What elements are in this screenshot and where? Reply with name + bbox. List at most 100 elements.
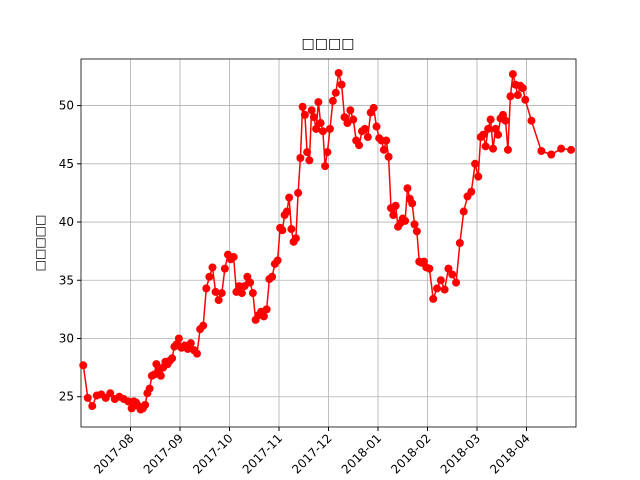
x-tick-label: 2017-10 bbox=[190, 431, 235, 476]
data-point bbox=[506, 92, 515, 101]
data-point bbox=[328, 96, 337, 105]
data-point bbox=[202, 284, 211, 293]
data-point bbox=[343, 119, 352, 128]
data-point bbox=[494, 130, 503, 139]
data-point bbox=[440, 285, 449, 294]
x-tick-label: 2018-01 bbox=[339, 431, 384, 476]
data-point bbox=[305, 156, 314, 165]
chart-title: □□□□ bbox=[302, 36, 355, 52]
data-point bbox=[285, 193, 294, 202]
data-point bbox=[106, 389, 115, 398]
data-point bbox=[410, 220, 419, 229]
data-point bbox=[309, 113, 318, 122]
data-point bbox=[433, 284, 442, 293]
data-point bbox=[408, 199, 417, 208]
y-axis-label: □□□□□ bbox=[33, 215, 47, 272]
data-point bbox=[501, 116, 510, 125]
data-point bbox=[486, 115, 495, 124]
data-point bbox=[259, 312, 268, 321]
data-point bbox=[401, 216, 410, 225]
x-tick-label: 2018-02 bbox=[388, 431, 433, 476]
data-point bbox=[355, 141, 364, 150]
x-tick-label: 2017-08 bbox=[91, 431, 136, 476]
data-point bbox=[436, 276, 445, 285]
data-point bbox=[325, 124, 334, 133]
data-point bbox=[481, 142, 490, 151]
data-point bbox=[168, 354, 177, 363]
x-tick-label: 2017-09 bbox=[141, 431, 186, 476]
data-point bbox=[471, 159, 480, 168]
data-point bbox=[291, 234, 300, 243]
data-point bbox=[124, 397, 133, 406]
data-point bbox=[521, 95, 530, 104]
data-point bbox=[298, 102, 307, 111]
data-point bbox=[235, 282, 244, 291]
data-point bbox=[455, 239, 464, 247]
data-line bbox=[82, 72, 572, 411]
data-point bbox=[145, 384, 154, 393]
data-point bbox=[321, 162, 330, 171]
data-point bbox=[474, 172, 483, 181]
data-point bbox=[273, 256, 282, 265]
y-tick-label: 25 bbox=[59, 390, 74, 404]
y-tick-label: 40 bbox=[59, 215, 74, 229]
data-point bbox=[205, 272, 214, 281]
data-point bbox=[294, 188, 303, 197]
data-point bbox=[220, 264, 229, 273]
data-point bbox=[199, 321, 208, 330]
x-tick-label: 2018-04 bbox=[487, 431, 532, 476]
data-point bbox=[268, 272, 277, 281]
data-point bbox=[141, 400, 150, 409]
data-point bbox=[547, 150, 556, 159]
data-point bbox=[214, 296, 223, 305]
data-point bbox=[467, 187, 476, 196]
data-point bbox=[246, 278, 255, 287]
data-point bbox=[363, 133, 372, 142]
data-point bbox=[452, 278, 461, 287]
data-point bbox=[300, 110, 309, 119]
data-point bbox=[248, 289, 257, 298]
data-point bbox=[503, 145, 512, 154]
data-point bbox=[389, 211, 398, 220]
y-tick-label: 50 bbox=[59, 99, 74, 113]
data-point bbox=[484, 124, 493, 133]
data-point bbox=[79, 361, 88, 370]
data-point bbox=[349, 115, 358, 124]
data-point bbox=[217, 289, 226, 298]
data-point bbox=[237, 289, 246, 298]
data-point bbox=[382, 136, 391, 145]
data-point bbox=[127, 404, 136, 413]
plot-frame bbox=[80, 58, 577, 428]
y-tick-label: 45 bbox=[59, 157, 74, 171]
data-point bbox=[278, 226, 287, 235]
data-point bbox=[193, 349, 202, 358]
data-point bbox=[211, 287, 220, 296]
data-point bbox=[316, 119, 325, 128]
data-point bbox=[557, 144, 566, 153]
data-point bbox=[425, 264, 434, 273]
data-point bbox=[287, 225, 296, 234]
data-point bbox=[88, 402, 97, 411]
data-point bbox=[229, 252, 238, 261]
data-point bbox=[303, 148, 312, 157]
data-point bbox=[156, 371, 165, 380]
data-point bbox=[429, 294, 438, 303]
data-point bbox=[346, 106, 355, 115]
data-point bbox=[412, 227, 421, 236]
data-point bbox=[262, 305, 271, 314]
data-point bbox=[186, 339, 195, 348]
data-point bbox=[448, 270, 457, 279]
data-point bbox=[334, 68, 343, 77]
data-point bbox=[337, 80, 346, 89]
data-point bbox=[444, 264, 453, 273]
x-tick-label: 2017-11 bbox=[240, 431, 285, 476]
data-point bbox=[372, 122, 381, 131]
data-point bbox=[208, 263, 217, 272]
data-point bbox=[331, 88, 340, 97]
data-point bbox=[459, 207, 468, 216]
data-point bbox=[296, 153, 305, 162]
data-point bbox=[83, 393, 92, 402]
data-point bbox=[152, 360, 161, 369]
data-point bbox=[537, 147, 546, 155]
